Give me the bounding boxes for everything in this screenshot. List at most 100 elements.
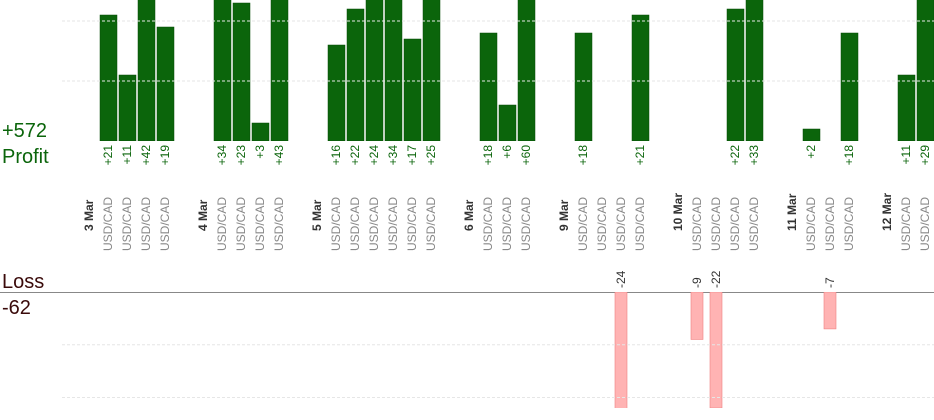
profit-value: +19 <box>158 145 172 166</box>
pair-label: USD/CAD <box>101 197 115 251</box>
profit-bar <box>403 38 422 141</box>
loss-value: -24 <box>614 270 628 288</box>
profit-bar <box>479 32 498 141</box>
profit-bar <box>270 0 289 141</box>
profit-value: +34 <box>215 145 229 166</box>
profit-value: +6 <box>500 145 514 159</box>
profit-value: +23 <box>234 145 248 166</box>
profit-bar <box>118 74 137 141</box>
profit-bar <box>726 8 745 141</box>
profit-bar <box>365 0 384 141</box>
date-label: 12 Mar <box>880 193 894 231</box>
profit-value: +17 <box>405 145 419 166</box>
profit-bar <box>897 74 916 141</box>
pair-label: USD/CAD <box>519 197 533 251</box>
pair-label: USD/CAD <box>804 197 818 251</box>
pair-label: USD/CAD <box>120 197 134 251</box>
loss-value: -9 <box>690 277 704 288</box>
profit-bar <box>156 26 175 141</box>
pair-label: USD/CAD <box>709 197 723 251</box>
date-label: 3 Mar <box>82 199 96 231</box>
profit-bar <box>631 14 650 141</box>
profit-bar <box>745 0 764 141</box>
loss-total: -62 <box>2 297 31 319</box>
loss-value: -22 <box>709 270 723 288</box>
profit-value: +11 <box>120 145 134 165</box>
pair-label: USD/CAD <box>348 197 362 251</box>
pair-label: USD/CAD <box>424 197 438 251</box>
pair-label: USD/CAD <box>633 197 647 251</box>
pair-label: USD/CAD <box>253 197 267 251</box>
pair-label: USD/CAD <box>614 197 628 251</box>
pair-label: USD/CAD <box>405 197 419 251</box>
pair-label: USD/CAD <box>728 197 742 251</box>
profit-bar <box>384 0 403 141</box>
profit-bar <box>498 104 517 141</box>
loss-label: Loss <box>2 271 44 293</box>
profit-value: +16 <box>329 145 343 166</box>
profit-bar <box>346 8 365 141</box>
pair-label: USD/CAD <box>823 197 837 251</box>
profit-bar <box>916 0 934 141</box>
profit-value: +60 <box>519 145 533 166</box>
pair-label: USD/CAD <box>386 197 400 251</box>
profit-bars <box>99 0 934 141</box>
date-label: 10 Mar <box>671 193 685 231</box>
loss-bars <box>614 292 837 408</box>
profit-value: +24 <box>367 145 381 166</box>
pair-label: USD/CAD <box>139 197 153 251</box>
pair-label: USD/CAD <box>367 197 381 251</box>
profit-bar <box>232 2 251 141</box>
profit-label: Profit <box>2 146 49 168</box>
profit-value: +18 <box>842 145 856 166</box>
profit-value: +18 <box>481 145 495 166</box>
date-label: 4 Mar <box>196 199 210 231</box>
profit-value: +22 <box>728 145 742 166</box>
pair-label: USD/CAD <box>576 197 590 251</box>
profit-bar <box>574 32 593 141</box>
profit-bar <box>840 32 859 141</box>
profit-value: +29 <box>918 145 932 166</box>
pair-label: USD/CAD <box>329 197 343 251</box>
profit-bar <box>422 0 441 141</box>
profit-bar <box>327 44 346 141</box>
profit-value: +42 <box>139 145 153 166</box>
pair-label: USD/CAD <box>690 197 704 251</box>
profit-value: +11 <box>899 145 913 165</box>
profit-value: +25 <box>424 145 438 166</box>
profit-value: +33 <box>747 145 761 166</box>
pair-label: USD/CAD <box>215 197 229 251</box>
profit-bar <box>517 0 536 141</box>
profit-bar <box>137 0 156 141</box>
pair-label: USD/CAD <box>272 197 286 251</box>
profit-total: +572 <box>2 120 47 142</box>
profit-bar <box>251 122 270 141</box>
profit-value: +18 <box>576 145 590 166</box>
pair-label: USD/CAD <box>500 197 514 251</box>
profit-value: +21 <box>101 145 115 166</box>
loss-bar <box>823 292 837 330</box>
date-label: 5 Mar <box>310 199 324 231</box>
profit-value: +43 <box>272 145 286 166</box>
profit-value: +34 <box>386 145 400 166</box>
date-label: 11 Mar <box>785 193 799 231</box>
profit-bar <box>213 0 232 141</box>
pair-label: USD/CAD <box>481 197 495 251</box>
loss-value: -7 <box>823 277 837 288</box>
pair-label: USD/CAD <box>899 197 913 251</box>
profit-value: +22 <box>348 145 362 166</box>
pair-label: USD/CAD <box>595 197 609 251</box>
date-label: 6 Mar <box>462 199 476 231</box>
profit-value: +2 <box>804 145 818 159</box>
profit-bar <box>802 128 821 141</box>
pair-label: USD/CAD <box>158 197 172 251</box>
date-label: 9 Mar <box>557 199 571 231</box>
loss-bar <box>709 292 723 408</box>
pair-label: USD/CAD <box>918 197 932 251</box>
profit-value: +3 <box>253 145 267 159</box>
pair-label: USD/CAD <box>234 197 248 251</box>
profit-bar <box>99 14 118 141</box>
pair-label: USD/CAD <box>842 197 856 251</box>
loss-bar <box>614 292 628 408</box>
